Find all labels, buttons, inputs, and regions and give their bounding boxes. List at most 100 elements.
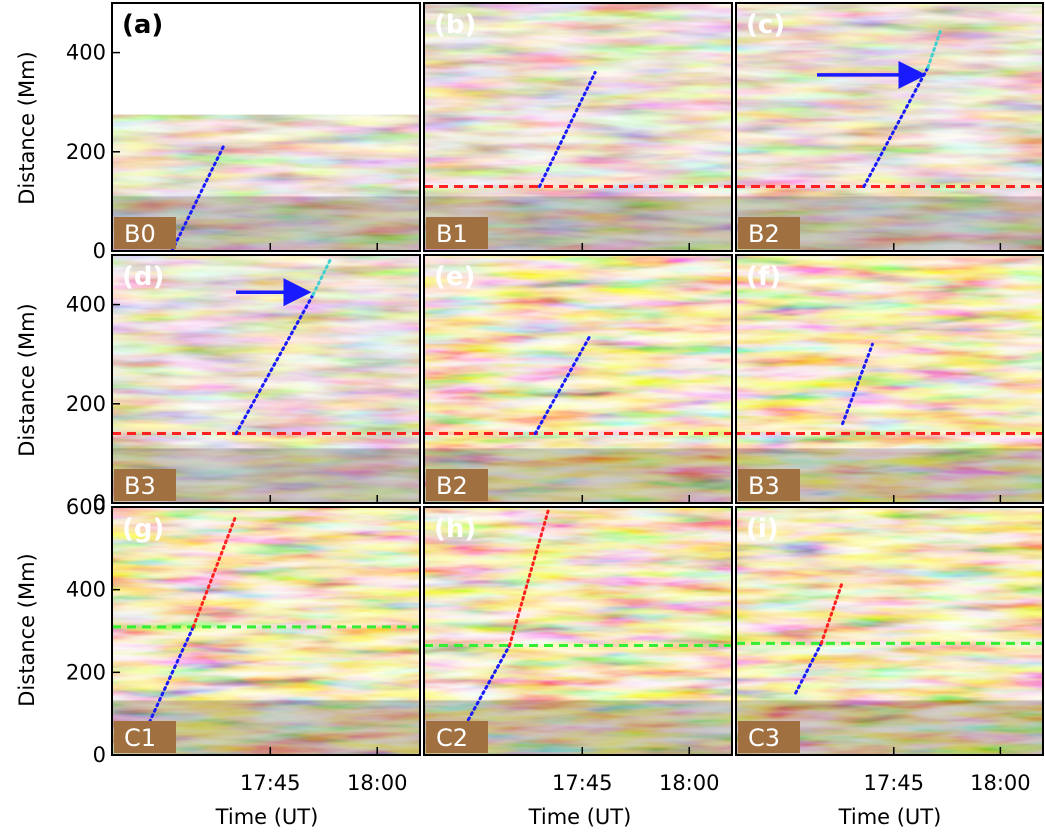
- x-tick-label: 17:45: [863, 771, 924, 795]
- panel-tag: B1: [436, 220, 468, 248]
- panel-tag-bg: [114, 721, 176, 753]
- panel-e: (e) B2: [423, 254, 733, 504]
- y-axis-title-row2: Distance (Mm): [15, 303, 39, 456]
- blue-fit-line: [841, 342, 874, 426]
- y-tick-label: 200: [66, 140, 106, 164]
- panel-tag-bg: [738, 721, 800, 753]
- panel-letter: (b): [434, 10, 476, 40]
- y-tick-label: 200: [66, 392, 106, 416]
- panel-tag-bg: [426, 217, 488, 249]
- panel-b: (b) B1: [423, 2, 733, 252]
- x-axis-title-col3: Time (UT): [838, 805, 942, 829]
- panel-tag: B3: [748, 472, 780, 500]
- blue-fit-line: [461, 643, 512, 732]
- panel-tag: C3: [748, 724, 780, 752]
- heatmap-image: [736, 3, 1043, 251]
- panel-g: (g) C1 0 200 400 600 17:45 18:00: [66, 495, 421, 795]
- y-axis-title-row1: Distance (Mm): [15, 51, 39, 204]
- y-tick-label: 600: [66, 495, 106, 519]
- red-fit-line: [508, 509, 550, 647]
- heatmap-image: [736, 255, 1043, 503]
- heatmap-image: [424, 507, 732, 755]
- y-tick-label: 0: [93, 743, 106, 767]
- panel-tag: C1: [124, 724, 156, 752]
- panel-frame: [111, 506, 421, 756]
- y-tick-label: 0: [93, 239, 106, 263]
- y-tick-label: 400: [66, 578, 106, 602]
- heatmap-image: [112, 255, 420, 503]
- heatmap-texture: [736, 255, 1043, 503]
- panel-i: (i) C3 17:45 18:00: [735, 506, 1044, 795]
- no-data-region: [112, 3, 420, 115]
- heatmap-texture: [424, 3, 732, 251]
- heatmap-image: [424, 3, 732, 251]
- panel-c: (c) B2: [735, 2, 1044, 252]
- panel-letter: (c): [746, 10, 785, 40]
- blue-fit-line: [234, 293, 315, 436]
- heatmap-texture: [424, 255, 732, 503]
- panel-frame: [423, 2, 733, 252]
- blue-fit-line: [140, 625, 195, 740]
- blue-fit-line: [533, 332, 593, 436]
- panel-letter: (i): [746, 514, 779, 544]
- panel-frame: [735, 506, 1044, 756]
- heatmap-texture: [112, 507, 420, 755]
- panel-tag: B2: [436, 472, 468, 500]
- x-axis-title-col1: Time (UT): [215, 805, 319, 829]
- y-tick-label: 0: [93, 491, 106, 515]
- panel-letter: (a): [122, 10, 163, 40]
- panel-f: (f) B3: [735, 254, 1044, 504]
- heatmap-texture: [736, 507, 1043, 755]
- heatmap-image: [736, 507, 1043, 755]
- blue-fit-line: [538, 70, 597, 189]
- panel-tag: B3: [124, 472, 156, 500]
- panel-letter: (h): [434, 514, 476, 544]
- x-tick-label: 18:00: [659, 771, 720, 795]
- x-tick-label: 18:00: [347, 771, 408, 795]
- blue-fit-line: [170, 145, 225, 251]
- x-tick-label: 18:00: [970, 771, 1031, 795]
- heatmap-texture: [424, 507, 732, 755]
- blue-fit-line: [794, 641, 823, 695]
- panel-frame: [111, 254, 421, 504]
- panel-tag-bg: [738, 469, 800, 501]
- panel-tag: B0: [124, 220, 156, 248]
- panel-h: (h) C2 17:45 18:00: [423, 506, 733, 795]
- red-fit-line: [819, 579, 845, 645]
- y-tick-label: 400: [66, 293, 106, 317]
- panel-letter: (f): [746, 262, 781, 292]
- heatmap-image: [112, 507, 420, 755]
- y-tick-label: 200: [66, 660, 106, 684]
- x-tick-label: 17:45: [240, 771, 301, 795]
- panel-tag-bg: [114, 469, 176, 501]
- panel-a: (a) B0 0 200 400: [66, 2, 421, 263]
- panel-tag-bg: [738, 217, 800, 249]
- x-tick-label: 17:45: [552, 771, 613, 795]
- x-axis-title-col2: Time (UT): [528, 805, 632, 829]
- panel-frame: [735, 2, 1044, 252]
- panel-frame: [423, 506, 733, 756]
- panel-tag: B2: [748, 220, 780, 248]
- panel-frame: [735, 254, 1044, 504]
- panel-letter: (g): [122, 514, 164, 544]
- axis-labels-group: Distance (Mm) Distance (Mm) Distance (Mm…: [15, 51, 941, 829]
- panel-tag: C2: [436, 724, 468, 752]
- panel-frame: [111, 2, 421, 252]
- panel-tag-bg: [426, 469, 488, 501]
- heatmap-image: [424, 255, 732, 503]
- panels-group: (a)B00200400(b)B1(c)B2(d)B30200400(e)B2(…: [66, 2, 1044, 795]
- y-tick-label: 400: [66, 41, 106, 65]
- heatmap-texture: [736, 3, 1043, 251]
- y-axis-title-row3: Distance (Mm): [15, 553, 39, 706]
- panel-frame: [423, 254, 733, 504]
- heatmap-image: [112, 3, 420, 251]
- red-fit-line: [191, 513, 238, 629]
- cyan-fit-line: [926, 28, 943, 69]
- panel-letter: (d): [122, 262, 164, 292]
- panel-tag-bg: [114, 217, 176, 249]
- cyan-fit-line: [311, 258, 332, 297]
- panel-d: (d) B3 0 200 400: [66, 254, 421, 515]
- panel-letter: (e): [434, 262, 475, 292]
- panel-tag-bg: [426, 721, 488, 753]
